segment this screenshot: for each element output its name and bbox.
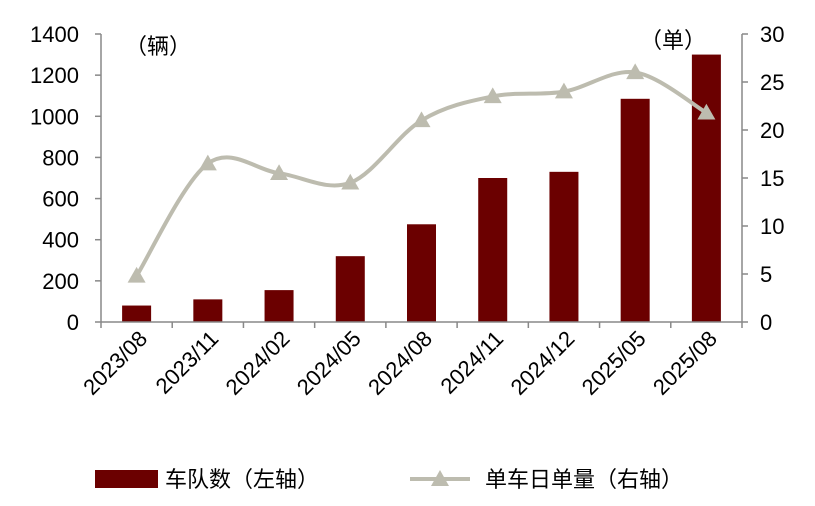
- x-tick-label: 2025/05: [577, 326, 651, 400]
- bar-2024/11: [478, 178, 508, 322]
- left-tick-label: 400: [42, 228, 79, 253]
- left-tick-label: 200: [42, 269, 79, 294]
- line-point-2024/12: [554, 82, 573, 99]
- x-tick-label: 2025/08: [648, 326, 722, 400]
- x-tick-label: 2023/11: [151, 326, 224, 399]
- bar-2024/12: [549, 171, 579, 322]
- bar-2025/05: [620, 98, 650, 322]
- legend-line-marker: [431, 470, 449, 486]
- x-tick-label: 2024/11: [435, 326, 508, 399]
- legend: 车队数（左轴） 单车日单量（右轴）: [95, 468, 683, 493]
- x-tick-label: 2024/02: [221, 326, 295, 400]
- right-tick-label: 25: [760, 70, 784, 95]
- legend-bar-label: 车队数（左轴）: [165, 468, 319, 493]
- right-tick-label: 5: [760, 262, 772, 287]
- line-point-2024/02: [270, 164, 289, 180]
- line-point-2025/08: [697, 103, 716, 120]
- right-tick-label: 15: [760, 166, 784, 191]
- left-tick-label: 1400: [30, 22, 79, 47]
- bar-2025/08: [691, 54, 721, 322]
- line-point-2024/05: [341, 173, 360, 190]
- right-axis-unit: （单）: [640, 29, 706, 54]
- bar-2024/05: [335, 256, 365, 322]
- left-tick-label: 1000: [30, 104, 79, 129]
- right-tick-label: 20: [760, 118, 784, 143]
- bar-2024/02: [264, 290, 294, 322]
- x-tick-label: 2024/12: [506, 326, 580, 400]
- left-tick-label: 1200: [30, 63, 79, 88]
- line-layer: [127, 63, 716, 283]
- line-point-2023/11: [198, 154, 217, 171]
- x-tick-label: 2024/05: [292, 326, 366, 400]
- line-point-2024/08: [412, 111, 431, 128]
- line-point-2024/11: [483, 87, 502, 104]
- right-tick-label: 10: [760, 214, 784, 239]
- bar-2023/08: [122, 305, 152, 322]
- left-tick-label: 800: [42, 145, 79, 170]
- line-point-2025/05: [626, 63, 645, 80]
- line-point-2023/08: [127, 266, 146, 283]
- bar-2023/11: [193, 299, 223, 322]
- left-tick-label: 600: [42, 187, 79, 212]
- right-tick-label: 0: [760, 310, 772, 335]
- left-tick-label: 0: [67, 310, 79, 335]
- legend-bar-swatch: [95, 470, 158, 488]
- bar-2024/08: [407, 224, 436, 322]
- x-tick-label: 2023/08: [78, 326, 152, 400]
- legend-line-label: 单车日单量（右轴）: [485, 468, 683, 493]
- axes-layer: 0 200 400 600 800 1000 1200 1400 0 5 10 15 20 25 30 202…: [30, 22, 784, 400]
- right-tick-label: 30: [760, 22, 784, 47]
- bars-layer: [122, 54, 721, 322]
- left-axis-unit: （辆）: [125, 35, 191, 60]
- x-tick-label: 2024/08: [363, 326, 437, 400]
